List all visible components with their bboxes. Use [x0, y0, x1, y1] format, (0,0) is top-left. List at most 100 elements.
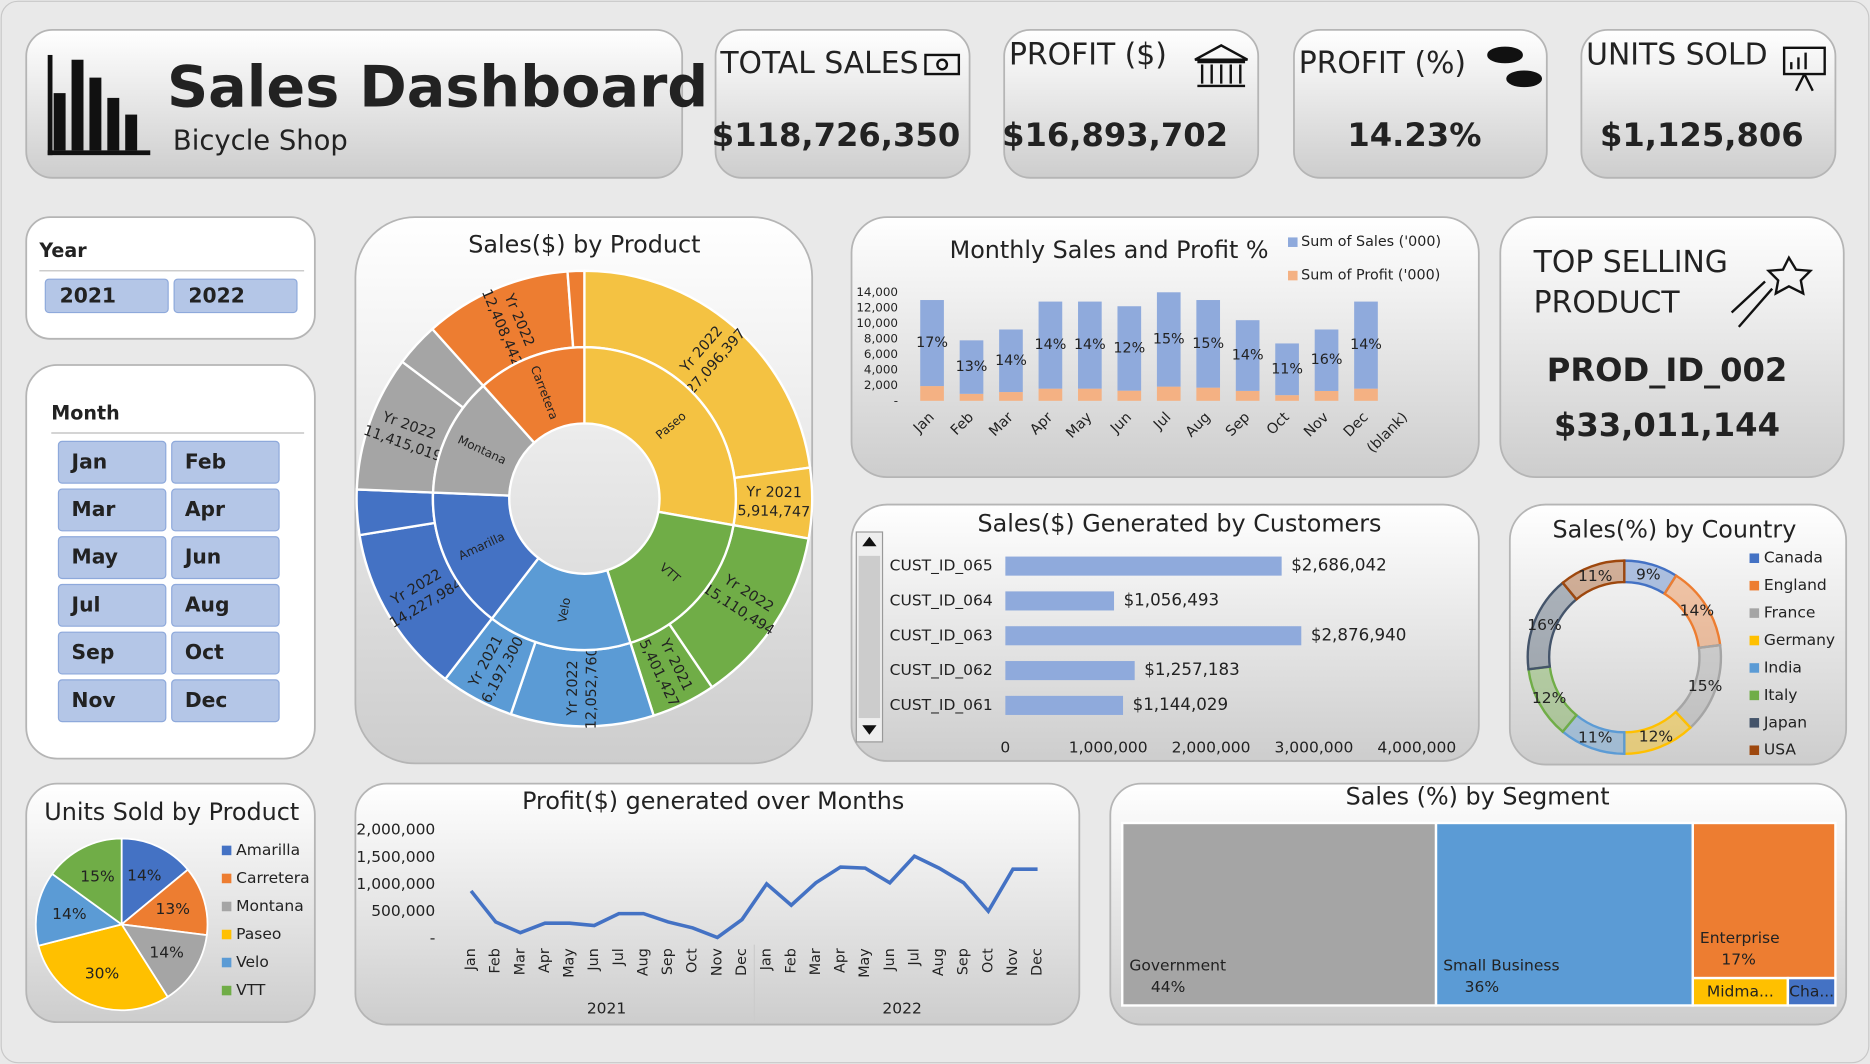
y-tick-label: 500,000 — [371, 902, 435, 920]
x-tick-label: Sep — [956, 948, 972, 975]
country-panel — [1508, 503, 1848, 766]
kpi-label: TOTAL SALES — [719, 46, 918, 81]
bar — [1078, 301, 1102, 389]
slicer-button[interactable] — [171, 679, 280, 723]
data-label: 11% — [1271, 361, 1303, 377]
slicer-button[interactable] — [44, 278, 169, 314]
bar — [1038, 301, 1063, 389]
slicer-button[interactable] — [171, 440, 280, 484]
slicer-item: Dec — [185, 688, 228, 712]
top-sales: $33,011,144 — [1554, 406, 1780, 444]
legend-swatch — [221, 845, 232, 856]
slice — [50, 837, 123, 927]
bar — [999, 392, 1023, 401]
x-tick-label: Apr — [537, 948, 553, 973]
slice — [1561, 559, 1626, 602]
data-label: 14% — [127, 867, 161, 885]
bar — [1196, 387, 1221, 401]
legend-label: Japan — [1763, 713, 1807, 731]
slicer-button[interactable] — [173, 278, 298, 314]
legend-label: France — [1764, 604, 1816, 622]
slicer-button[interactable] — [171, 488, 280, 532]
treemap-tile — [1786, 976, 1837, 1007]
chart-title: Sales($) by Product — [468, 230, 700, 258]
tile-name: Government — [1129, 957, 1226, 975]
y-tick-label: 1,000,000 — [356, 875, 435, 893]
x-tick-label: 4,000,000 — [1377, 738, 1456, 756]
legend-swatch — [221, 901, 232, 912]
chart-title: Units Sold by Product — [44, 798, 299, 826]
slicer-button[interactable] — [57, 440, 167, 484]
bar — [959, 393, 984, 401]
kpi-value: $16,893,702 — [1002, 116, 1228, 154]
tile-value: 44% — [1151, 978, 1185, 996]
bar — [1275, 395, 1299, 401]
legend-label: England — [1764, 576, 1827, 594]
y-tick-label: 10,000 — [856, 316, 898, 330]
scrollbar — [855, 531, 884, 743]
slicer-button[interactable] — [57, 679, 167, 723]
product-ring — [605, 510, 735, 645]
slicer-title: Year — [38, 240, 87, 262]
legend-swatch — [221, 957, 232, 968]
data-label: 16% — [1311, 352, 1343, 368]
slicer-item: 2022 — [188, 284, 244, 308]
slicer-button[interactable] — [57, 536, 167, 580]
y-tick-label: 2,000,000 — [356, 821, 435, 839]
y-tick-label: 12,000 — [856, 300, 898, 314]
x-tick-label: Jan — [463, 948, 479, 971]
dashboard-title: Sales Dashboard — [167, 54, 708, 120]
line — [469, 854, 1038, 940]
slicer-title: Month — [51, 402, 119, 424]
x-tick-label: Jul — [611, 948, 627, 966]
x-tick-label: Feb — [783, 948, 799, 973]
slicer-button[interactable] — [171, 536, 280, 580]
data-label: 13% — [156, 900, 190, 918]
segment-name: Yr 2022 — [565, 660, 582, 717]
data-label: 9% — [1636, 565, 1661, 583]
product-ring — [481, 345, 586, 445]
slicer-item: Sep — [72, 640, 115, 664]
treemap-tile — [1434, 821, 1694, 1007]
data-label: 11% — [1578, 567, 1612, 585]
data-label: 12% — [1639, 728, 1673, 746]
y-tick-label: 6,000 — [864, 347, 898, 361]
kpi-value: $118,726,350 — [712, 116, 960, 154]
y-tick-label: 14,000 — [856, 285, 898, 299]
kpi-panel — [714, 29, 971, 179]
x-tick-label: Feb — [488, 948, 504, 973]
slicer-button[interactable] — [57, 488, 167, 532]
slicer-item: Jan — [70, 449, 108, 473]
data-label: 14% — [1074, 337, 1106, 353]
legend-label: USA — [1764, 741, 1796, 759]
x-tick-label: Dec — [734, 948, 750, 976]
chart-title: Monthly Sales and Profit % — [950, 236, 1269, 264]
x-tick-label: 2,000,000 — [1172, 738, 1251, 756]
slicer-button[interactable] — [171, 631, 280, 675]
data-label: $2,876,940 — [1311, 625, 1407, 644]
slice — [119, 868, 209, 937]
legend-swatch — [1288, 270, 1298, 281]
y-tick-label: CUST_ID_064 — [890, 591, 993, 610]
slicer-item: Aug — [185, 592, 230, 616]
slicer-button[interactable] — [171, 583, 280, 627]
legend-swatch — [221, 873, 232, 884]
tile-name: Midma... — [1707, 982, 1774, 1000]
legend-swatch — [221, 985, 232, 996]
kpi-icons — [924, 44, 1826, 328]
data-label: 14% — [995, 353, 1027, 369]
product-ring — [431, 491, 541, 621]
top-product-panel — [1499, 216, 1845, 479]
x-tick-label: Sep — [660, 948, 676, 975]
x-tick-label: Aug — [635, 948, 651, 976]
data-label: 14% — [52, 905, 86, 923]
data-label: 13% — [956, 359, 988, 375]
slicer-button[interactable] — [57, 583, 167, 627]
header-icon — [47, 54, 151, 156]
tile-value: 36% — [1465, 978, 1499, 996]
legend-label: Amarilla — [236, 841, 300, 859]
legend-swatch — [1749, 608, 1760, 618]
y-tick-label: CUST_ID_061 — [890, 696, 993, 715]
slicer-button[interactable] — [57, 631, 167, 675]
